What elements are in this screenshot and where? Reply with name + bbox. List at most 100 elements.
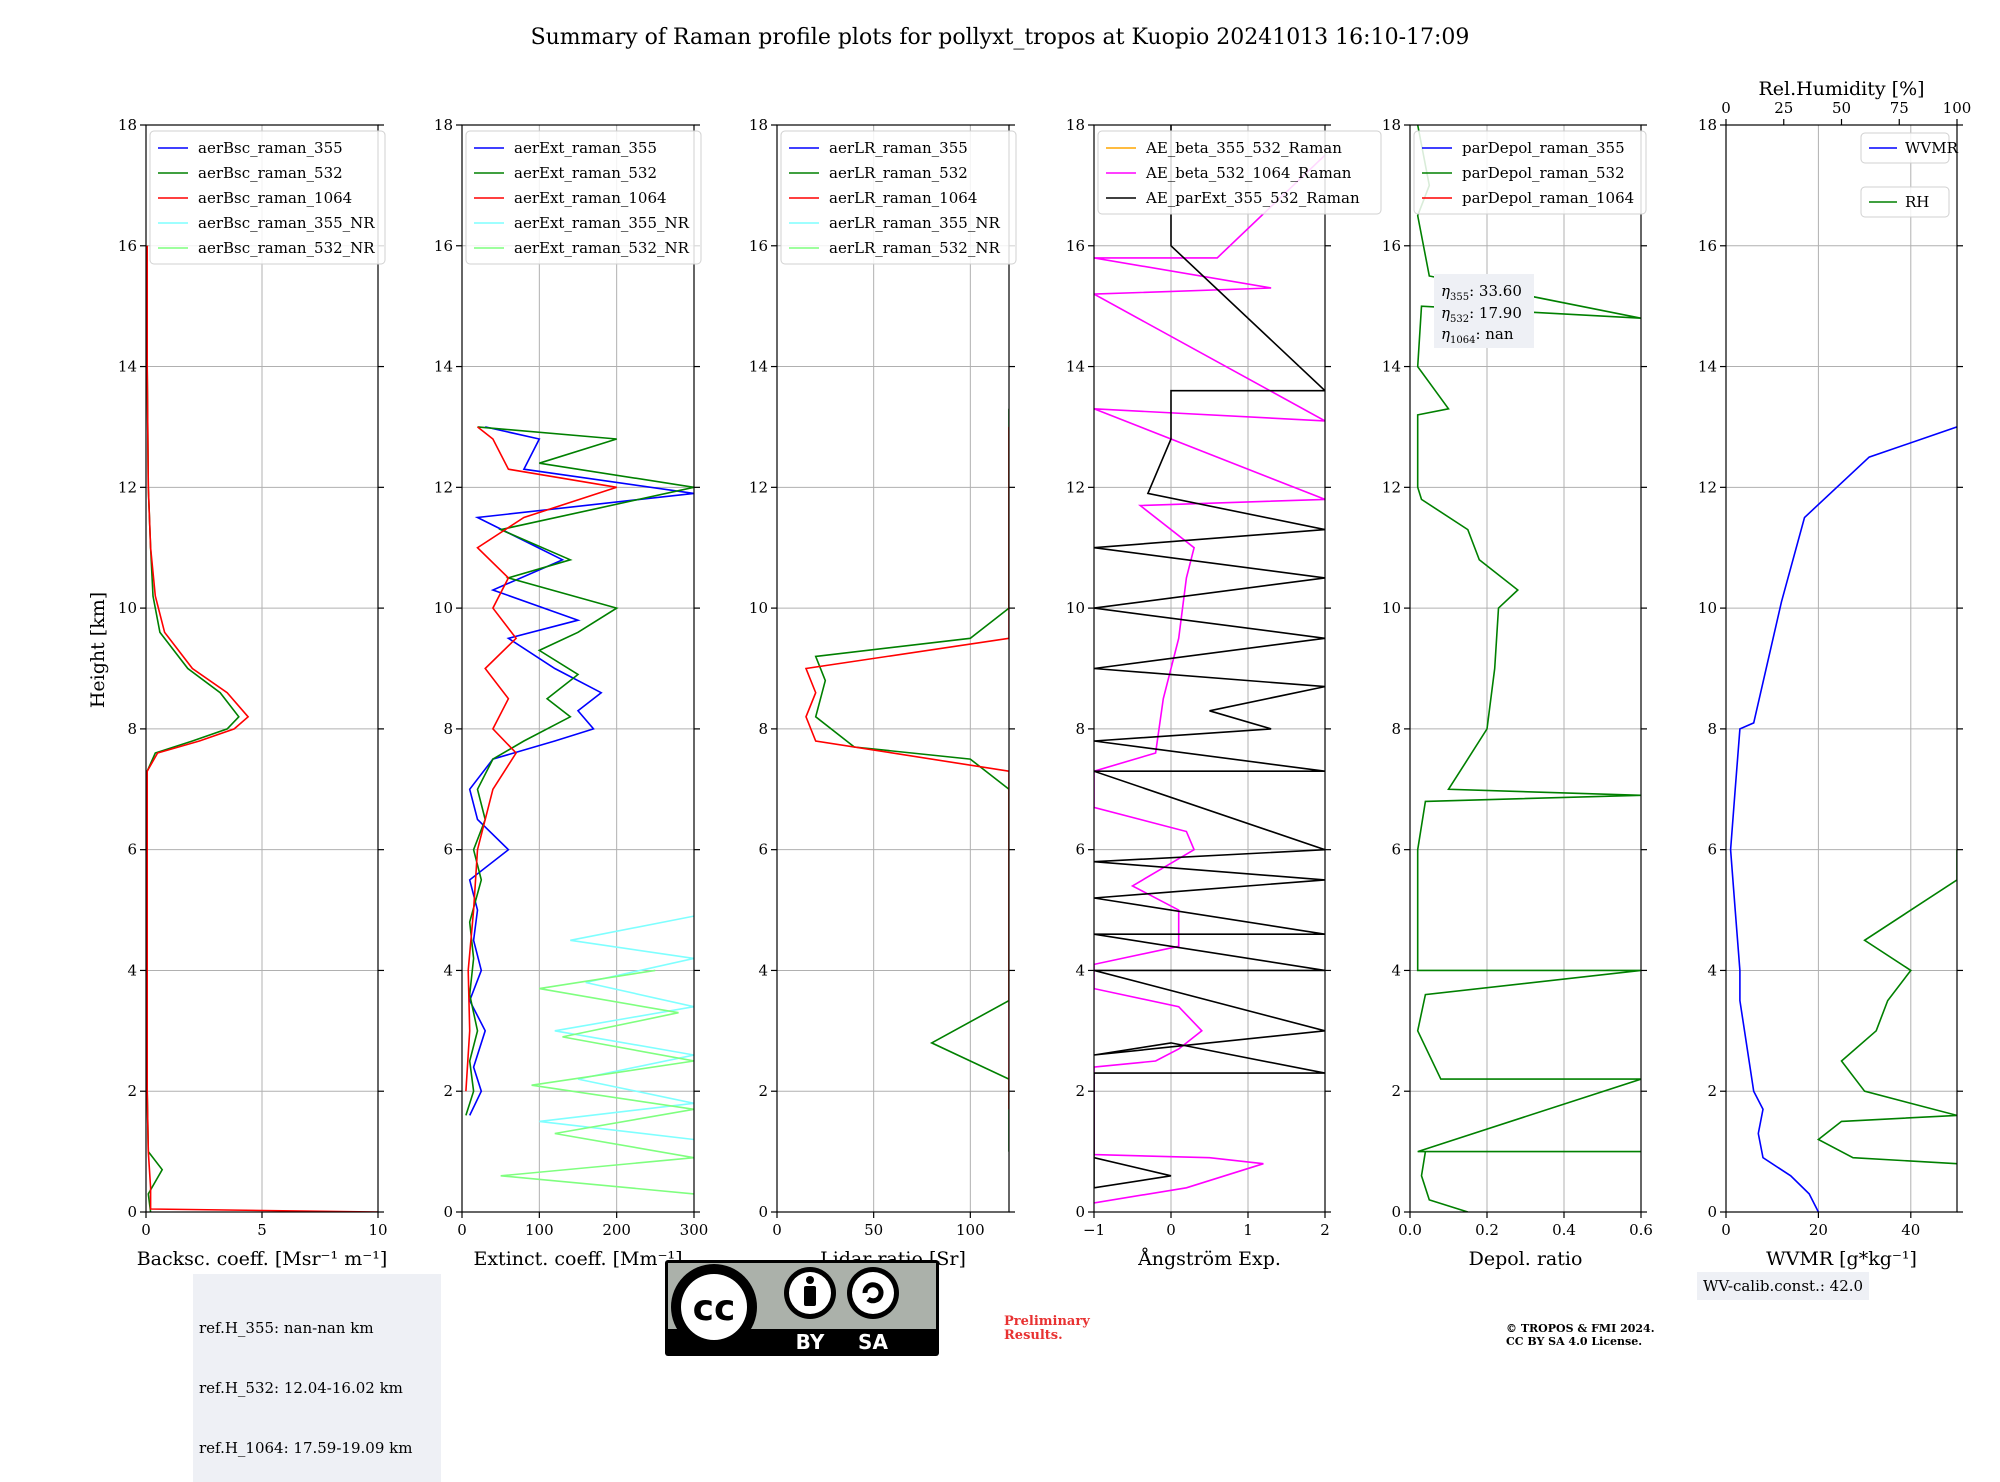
y-tick-label: 12: [1066, 478, 1085, 496]
figure: Summary of Raman profile plots for polly…: [87, 25, 1972, 1270]
top-x-tick-label: 50: [1832, 99, 1851, 117]
y-tick-label: 0: [1075, 1203, 1085, 1221]
legend-entry: aerExt_raman_355_NR: [514, 214, 690, 232]
y-tick-label: 8: [758, 720, 768, 738]
y-tick-label: 10: [1382, 599, 1401, 617]
share-alike-icon: [862, 1282, 884, 1304]
y-tick-label: 0: [1707, 1203, 1717, 1221]
y-tick-label: 6: [1707, 841, 1717, 859]
y-tick-label: 4: [1075, 961, 1085, 979]
legend-entry: aerLR_raman_355_NR: [829, 214, 1000, 232]
series-line-parDepol_raman_532: [1416, 125, 1641, 1212]
x-tick-label: 0: [1721, 1221, 1731, 1239]
figure-title: Summary of Raman profile plots for polly…: [531, 25, 1470, 50]
x-tick-label: 0.0: [1398, 1221, 1422, 1239]
series-line-aerExt_raman_355_NR: [539, 915, 694, 1141]
preliminary-line-1: Preliminary: [1004, 1314, 1090, 1329]
cc-icon: cc: [693, 1288, 736, 1329]
legend-entry: aerExt_raman_532_NR: [514, 239, 690, 257]
y-tick-label: 2: [443, 1082, 453, 1100]
x-axis-label: WVMR [g*kg⁻¹]: [1766, 1248, 1917, 1270]
x-tick-label: 40: [1901, 1221, 1920, 1239]
x-tick-label: 20: [1809, 1221, 1828, 1239]
y-tick-label: 4: [758, 961, 768, 979]
legend-entry: aerExt_raman_1064: [514, 189, 667, 207]
x-tick-label: 0.2: [1475, 1221, 1499, 1239]
y-tick-label: 10: [1698, 599, 1717, 617]
y-tick-label: 2: [1391, 1082, 1401, 1100]
y-tick-label: 14: [1382, 358, 1401, 376]
legend-entry: aerLR_raman_532: [829, 164, 968, 182]
person-icon: [806, 1276, 814, 1284]
y-tick-label: 8: [1707, 720, 1717, 738]
legend-entry: parDepol_raman_532: [1462, 164, 1625, 182]
legend-box: [465, 130, 702, 265]
series-line-AE_parExt_355_532_Raman: [1094, 125, 1325, 1189]
legend-entry: aerBsc_raman_532_NR: [198, 239, 375, 257]
legend-entry: aerBsc_raman_355_NR: [198, 214, 375, 232]
y-tick-label: 8: [443, 720, 453, 738]
plot-area: [1729, 426, 1957, 1212]
y-axis-label: Height [km]: [87, 592, 109, 708]
y-tick-label: 18: [434, 116, 453, 134]
legend-box: [1860, 132, 1950, 164]
axes-frame: [1409, 124, 1642, 1213]
legend-entry: aerExt_raman_532: [514, 164, 657, 182]
legend-entry: AE_beta_355_532_Raman: [1145, 139, 1342, 157]
x-tick-label: 0: [772, 1221, 782, 1239]
y-tick-label: 18: [1066, 116, 1085, 134]
x-tick-label: 0.4: [1552, 1221, 1576, 1239]
eta-1064: η1064: nan: [1441, 325, 1514, 346]
top-x-tick-label: 100: [1943, 99, 1972, 117]
reference-height-box: ref.H_355: nan-nan km ref.H_532: 12.04-1…: [193, 1274, 441, 1482]
top-x-axis-label: Rel.Humidity [%]: [1758, 78, 1924, 100]
x-tick-label: 10: [368, 1221, 387, 1239]
series-line-aerLR_raman_532: [814, 408, 1009, 1152]
ref-h-1064: ref.H_1064: 17.59-19.09 km: [199, 1439, 413, 1457]
y-tick-label: 6: [1075, 841, 1085, 859]
y-tick-label: 8: [1391, 720, 1401, 738]
x-tick-label: 0.6: [1629, 1221, 1653, 1239]
y-tick-label: 4: [1707, 961, 1717, 979]
legend-entry: aerBsc_raman_355: [198, 139, 343, 157]
legend-box: [1413, 130, 1647, 215]
y-tick-label: 12: [1382, 478, 1401, 496]
x-tick-label: 50: [864, 1221, 883, 1239]
series-line-RH: [1816, 849, 1957, 1165]
legend-box: [1097, 130, 1382, 215]
y-tick-label: 16: [1382, 237, 1401, 255]
eta-532: η532: 17.90: [1441, 304, 1522, 325]
axes-frame: [1725, 124, 1958, 1213]
y-tick-label: 16: [118, 237, 137, 255]
x-tick-label: −1: [1083, 1221, 1105, 1239]
legend-entry: aerLR_raman_355: [829, 139, 968, 157]
y-tick-label: 0: [758, 1203, 768, 1221]
series-line-aerBsc_raman_1064: [146, 245, 378, 1212]
series-line-AE_beta_532_1064_Raman: [1094, 154, 1325, 1204]
y-tick-label: 2: [1075, 1082, 1085, 1100]
top-x-tick-label: 25: [1774, 99, 1793, 117]
y-tick-label: 14: [1698, 358, 1717, 376]
x-axis-label: Depol. ratio: [1469, 1248, 1583, 1270]
eta-box: η355: 33.60 η532: 17.90 η1064: nan: [1434, 274, 1534, 348]
legend-entry: aerLR_raman_532_NR: [829, 239, 1000, 257]
plot-area: [146, 245, 378, 1212]
y-tick-label: 2: [1707, 1082, 1717, 1100]
cc-by-sa-license-logo: cc BY SA: [665, 1260, 939, 1356]
y-tick-label: 16: [1066, 237, 1085, 255]
top-x-tick-label: 75: [1890, 99, 1909, 117]
y-tick-label: 18: [749, 116, 768, 134]
y-tick-label: 8: [1075, 720, 1085, 738]
legend-box: [1860, 186, 1950, 218]
x-tick-label: 300: [680, 1221, 709, 1239]
axes-frame: [461, 124, 695, 1213]
series-line-aerExt_raman_532_NR: [500, 969, 694, 1195]
y-tick-label: 12: [749, 478, 768, 496]
y-tick-label: 4: [1391, 961, 1401, 979]
by-label: BY: [796, 1330, 825, 1354]
x-tick-label: 1: [1243, 1221, 1253, 1239]
y-tick-label: 14: [434, 358, 453, 376]
legend-entry: AE_parExt_355_532_Raman: [1145, 189, 1360, 207]
wv-calibration-box: WV-calib.const.: 42.0: [1697, 1272, 1870, 1300]
